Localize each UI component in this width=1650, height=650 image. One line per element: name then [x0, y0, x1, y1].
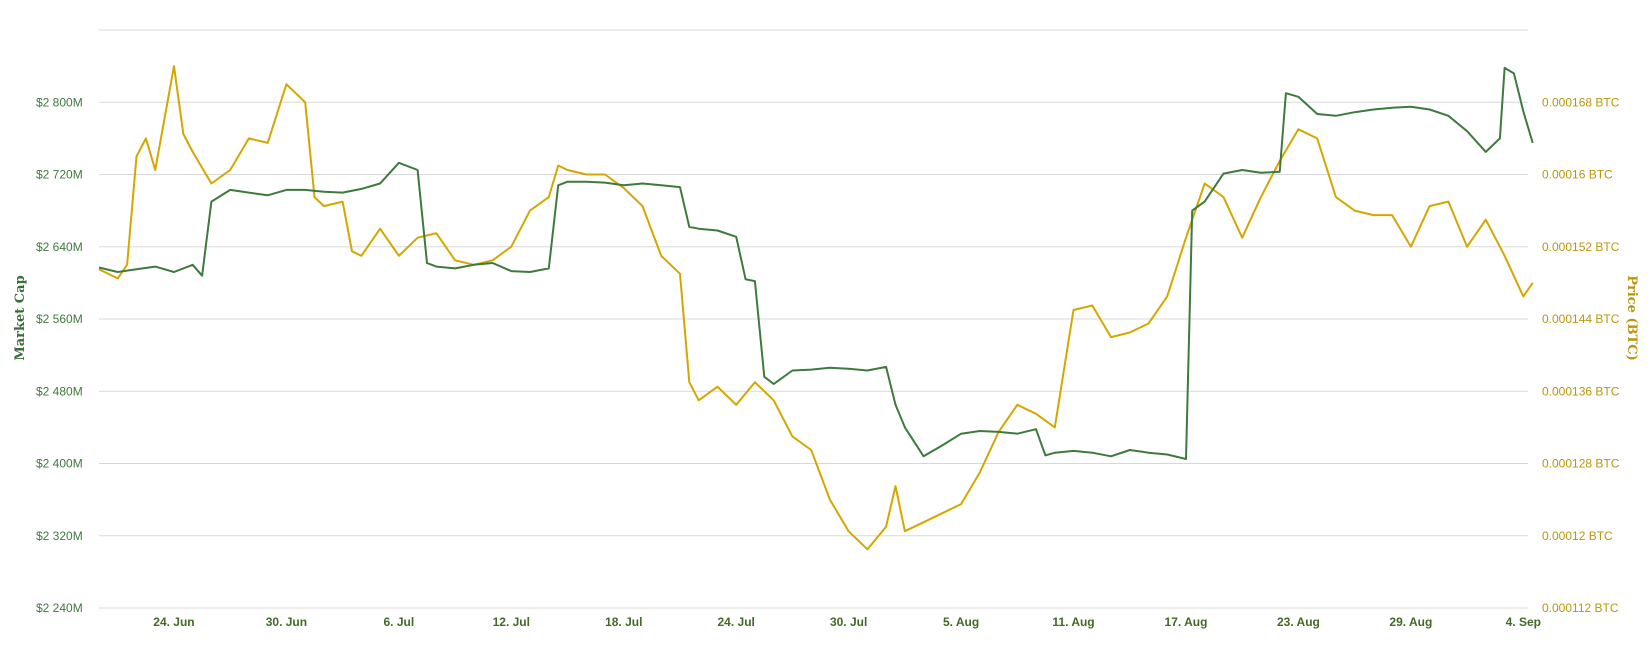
- left-axis-ticks: $2 240M $2 320M $2 400M $2 480M $2 560M $2 64…: [36, 95, 83, 615]
- left-tick-label: $2 560M: [36, 312, 83, 326]
- left-tick-label: $2 800M: [36, 95, 83, 109]
- right-tick-label: 0.000112 BTC: [1542, 601, 1619, 615]
- x-axis-ticks: 24. Jun 30. Jun 6. Jul 12. Jul 18. Jul 24. Ju…: [153, 615, 1541, 629]
- right-tick-label: 0.000168 BTC: [1542, 95, 1620, 109]
- x-tick-label: 24. Jun: [153, 615, 194, 629]
- price-btc-series-line: [98, 65, 1534, 551]
- left-tick-label: $2 720M: [36, 168, 83, 182]
- left-tick-label: $2 320M: [36, 529, 83, 543]
- x-tick-label: 30. Jul: [830, 615, 867, 629]
- x-tick-label: 18. Jul: [605, 615, 642, 629]
- right-tick-label: 0.000144 BTC: [1542, 312, 1620, 326]
- series-layer: [98, 65, 1534, 551]
- right-tick-label: 0.000128 BTC: [1542, 457, 1620, 471]
- left-tick-label: $2 240M: [36, 601, 83, 615]
- x-tick-label: 4. Sep: [1506, 615, 1541, 629]
- x-tick-label: 12. Jul: [493, 615, 530, 629]
- x-tick-label: 11. Aug: [1052, 615, 1094, 629]
- x-tick-label: 23. Aug: [1277, 615, 1320, 629]
- right-axis-title: Price (BTC): [1624, 275, 1639, 361]
- x-tick-label: 5. Aug: [943, 615, 979, 629]
- right-tick-label: 0.00012 BTC: [1542, 529, 1613, 543]
- x-tick-label: 6. Jul: [384, 615, 415, 629]
- left-axis-title: Market Cap: [13, 275, 28, 360]
- x-tick-label: 30. Jun: [266, 615, 307, 629]
- right-tick-label: 0.000136 BTC: [1542, 384, 1620, 398]
- left-tick-label: $2 640M: [36, 240, 83, 254]
- x-tick-label: 29. Aug: [1389, 615, 1432, 629]
- right-tick-label: 0.00016 BTC: [1542, 168, 1613, 182]
- market-cap-series-line: [98, 66, 1534, 460]
- x-tick-label: 24. Jul: [718, 615, 755, 629]
- right-tick-label: 0.000152 BTC: [1542, 240, 1620, 254]
- left-tick-label: $2 480M: [36, 384, 83, 398]
- right-axis-ticks: 0.000112 BTC 0.00012 BTC 0.000128 BTC 0.000…: [1542, 95, 1620, 615]
- left-tick-label: $2 400M: [36, 457, 83, 471]
- gridlines: [99, 29, 1528, 609]
- x-tick-label: 17. Aug: [1165, 615, 1208, 629]
